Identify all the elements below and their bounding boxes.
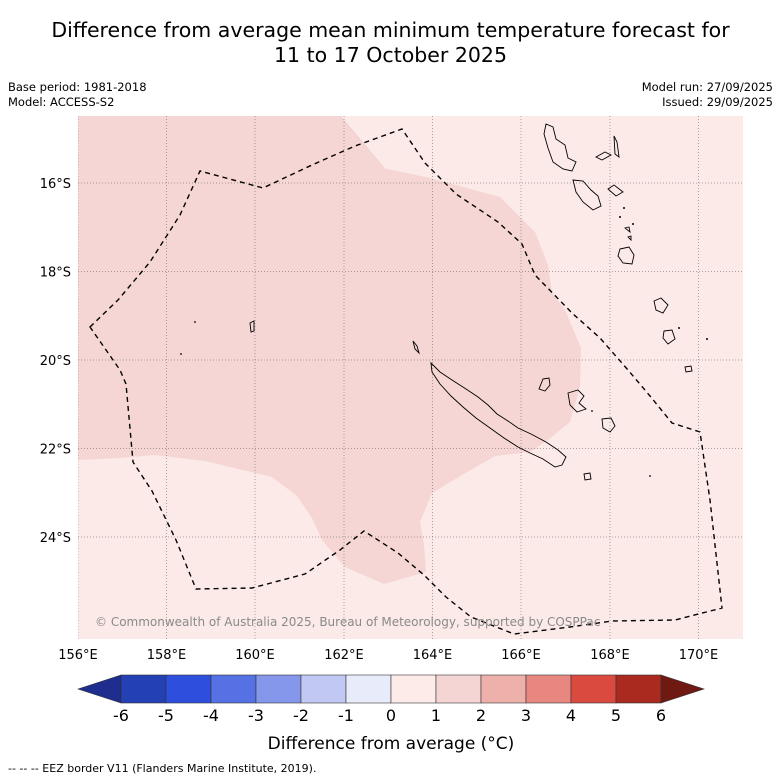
colorbar-label: Difference from average (°C) xyxy=(268,734,515,754)
chart-title: Difference from average mean minimum tem… xyxy=(0,18,781,68)
ambae-island xyxy=(595,151,612,161)
lat-label: 24°S xyxy=(40,531,71,546)
colorbar-segment xyxy=(120,674,167,704)
lon-label: 168°E xyxy=(590,648,630,663)
loyalty-islet xyxy=(249,320,255,333)
copyright-notice: © Commonwealth of Australia 2025, Bureau… xyxy=(95,615,600,629)
lat-label: 16°S xyxy=(40,177,71,192)
colorbar-tick: 6 xyxy=(656,706,666,725)
colorbar-tick: -3 xyxy=(248,706,264,725)
lon-label: 156°E xyxy=(58,648,98,663)
shepherd-islands xyxy=(624,226,632,242)
base-period: Base period: 1981-2018 xyxy=(8,80,147,94)
colorbar-segment xyxy=(615,674,662,704)
lon-label: 170°E xyxy=(679,648,719,663)
colorbar-tick: -4 xyxy=(203,706,219,725)
islet-dot xyxy=(619,216,621,218)
colorbar-segment xyxy=(570,674,617,704)
eez-border xyxy=(89,128,723,635)
aneityum-island xyxy=(684,365,693,373)
lifou-island xyxy=(567,389,587,413)
colorbar-extend-high xyxy=(660,674,705,704)
lon-label: 158°E xyxy=(147,648,187,663)
colorbar-ticks: -6 -5 -4 -3 -2 -1 0 1 2 3 4 5 6 xyxy=(113,706,666,725)
lon-label: 164°E xyxy=(413,648,453,663)
colorbar-tick: -2 xyxy=(293,706,309,725)
eez-footnote: -- -- -- EEZ border V11 (Flanders Marine… xyxy=(8,762,317,775)
colorbar-segment xyxy=(255,674,302,704)
longitude-labels: 156°E 158°E 160°E 162°E 164°E 166°E 168°… xyxy=(58,648,718,663)
islet-dot xyxy=(591,410,593,412)
tanna-island xyxy=(662,329,676,345)
colorbar-segment xyxy=(165,674,212,704)
model-name: Model: ACCESS-S2 xyxy=(8,95,115,109)
islet-dot xyxy=(706,338,708,340)
islet-dot xyxy=(194,321,196,323)
efate-island xyxy=(617,246,635,265)
islet-dot xyxy=(649,475,651,477)
lon-label: 162°E xyxy=(324,648,364,663)
colorbar-tick: 0 xyxy=(386,706,396,725)
colorbar-segment xyxy=(345,674,392,704)
colorbar-tick: 5 xyxy=(611,706,621,725)
isle-of-pines xyxy=(583,472,592,481)
colorbar-segment xyxy=(435,674,482,704)
colorbar-segment xyxy=(210,674,257,704)
erromango-island xyxy=(653,297,669,314)
lon-label: 166°E xyxy=(501,648,541,663)
graticule xyxy=(78,116,743,639)
colorbar-segment xyxy=(480,674,527,704)
colorbar-segment xyxy=(300,674,347,704)
title-line-1: Difference from average mean minimum tem… xyxy=(51,18,730,42)
model-run: Model run: 27/09/2025 xyxy=(641,80,773,94)
colorbar-tick: 1 xyxy=(431,706,441,725)
colorbar-tick: 2 xyxy=(476,706,486,725)
belep-island xyxy=(412,340,420,355)
band-edge xyxy=(339,116,385,169)
new-caledonia-coast xyxy=(430,361,567,468)
colorbar-tick: 3 xyxy=(521,706,531,725)
small-islets xyxy=(180,207,708,477)
islet-dot xyxy=(623,207,625,209)
title-line-2: 11 to 17 October 2025 xyxy=(273,43,508,67)
islet-dot xyxy=(180,353,182,355)
colorbar-tick: 4 xyxy=(566,706,576,725)
colorbar-extend-low xyxy=(77,674,122,704)
issued-date: Issued: 29/09/2025 xyxy=(662,95,773,109)
colorbar xyxy=(77,674,705,704)
islet-dot xyxy=(678,327,680,329)
latitude-labels: 16°S 18°S 20°S 22°S 24°S xyxy=(40,177,71,546)
espiritu-santo xyxy=(543,123,577,172)
colorbar-segment xyxy=(390,674,437,704)
mare-island xyxy=(601,417,616,433)
pentecost-island xyxy=(607,184,624,197)
colorbar-tick: -1 xyxy=(338,706,354,725)
lat-label: 22°S xyxy=(40,443,71,458)
islet-dot xyxy=(632,223,634,225)
anomaly-band-1-2 xyxy=(78,116,581,584)
malakula-island xyxy=(572,179,602,211)
ouvea-island xyxy=(538,377,551,392)
lat-label: 20°S xyxy=(40,354,71,369)
maewo-island xyxy=(613,135,620,159)
map-panel: © Commonwealth of Australia 2025, Bureau… xyxy=(78,116,743,639)
colorbar-tick: -5 xyxy=(158,706,174,725)
lat-label: 18°S xyxy=(40,266,71,281)
coastlines xyxy=(249,123,693,481)
lon-label: 160°E xyxy=(235,648,275,663)
model-info: Base period: 1981-2018 Model: ACCESS-S2 xyxy=(8,80,147,110)
colorbar-tick: -6 xyxy=(113,706,129,725)
colorbar-segment xyxy=(525,674,572,704)
run-info: Model run: 27/09/2025 Issued: 29/09/2025 xyxy=(642,80,773,110)
